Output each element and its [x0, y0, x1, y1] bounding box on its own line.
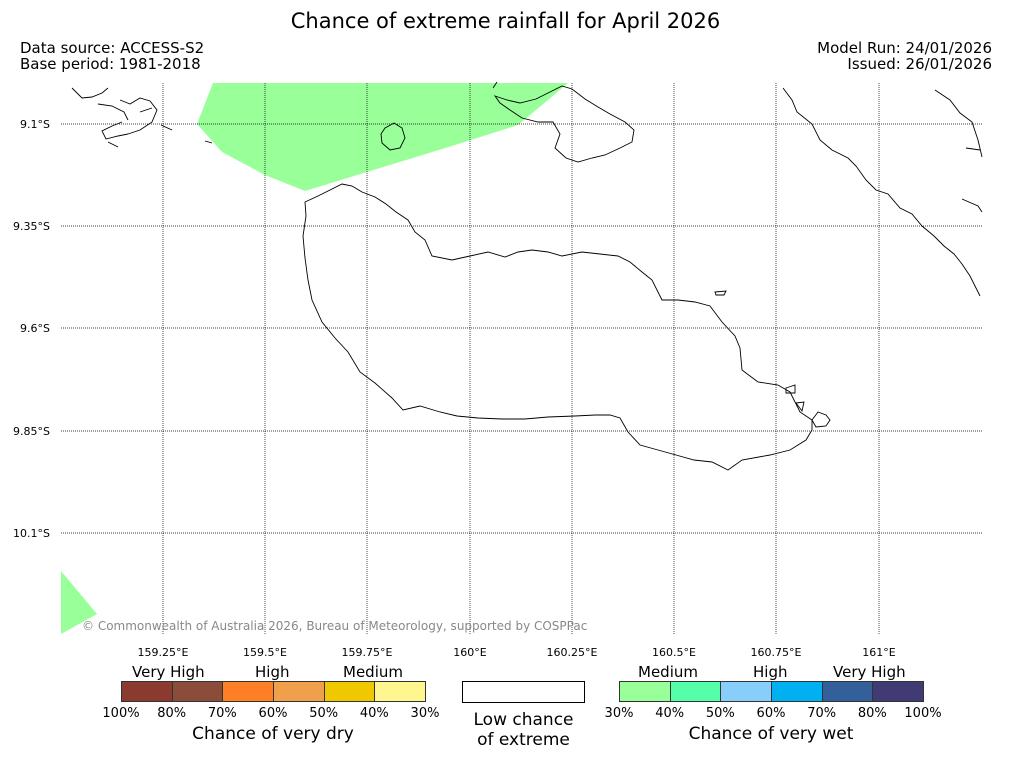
wet-tick-label: 50% — [705, 706, 735, 721]
malaita-coastline — [782, 87, 983, 297]
latitude-label: 9.6°S — [20, 322, 50, 335]
latitude-label: 9.85°S — [13, 425, 50, 438]
dry-color-swatch — [273, 681, 325, 702]
wet-color-swatch — [669, 681, 722, 702]
florida-islands-coastline — [492, 81, 635, 163]
coastlines — [71, 81, 983, 471]
wet-tick-label: 30% — [604, 706, 634, 721]
dry-color-swatch — [171, 681, 224, 702]
dry-tick-label: 80% — [157, 706, 187, 721]
longitude-label: 159.5°E — [243, 646, 287, 659]
wet-color-swatch — [771, 681, 823, 702]
longitude-label: 160°E — [453, 646, 486, 659]
guadalcanal-coastline — [302, 183, 813, 471]
wet-heading-high: High — [753, 663, 788, 681]
base-period: Base period: 1981-2018 — [20, 55, 201, 73]
wet-tick-label: 80% — [857, 706, 887, 721]
wet-medium-area-southwest — [61, 571, 97, 634]
islet-east — [714, 290, 727, 296]
longitude-label: 159.75°E — [342, 646, 393, 659]
longitude-label: 160.75°E — [751, 646, 802, 659]
dry-heading-high: High — [255, 663, 290, 681]
dry-tick-label: 30% — [410, 706, 440, 721]
meta-left: Data source: ACCESS-S2 Base period: 1981… — [20, 40, 204, 72]
dry-tick-label: 40% — [359, 706, 389, 721]
wet-heading-medium: Medium — [638, 663, 698, 681]
latitude-label: 9.35°S — [13, 220, 50, 233]
wet-tick-label: 40% — [655, 706, 685, 721]
dry-color-swatch — [323, 681, 376, 702]
wet-tick-label: 70% — [807, 706, 837, 721]
dry-color-swatch — [121, 681, 173, 702]
dry-color-swatch — [222, 681, 274, 702]
small-island-center — [380, 122, 406, 151]
graticule — [61, 83, 982, 634]
longitude-label: 160.5°E — [652, 646, 696, 659]
longitude-label: 161°E — [862, 646, 895, 659]
wet-tick-label: 60% — [756, 706, 786, 721]
wet-colorbar-title: Chance of very wet — [688, 724, 854, 744]
santa-isabel-west — [71, 87, 213, 148]
dry-tick-label: 60% — [258, 706, 288, 721]
longitude-labels: 159.25°E 159.5°E 159.75°E 160°E 160.25°E 160.… — [138, 646, 896, 659]
wet-color-swatch — [872, 681, 924, 702]
wet-heading-very-high: Very High — [833, 663, 906, 681]
islets-southeast — [785, 384, 831, 428]
dry-tick-label: 100% — [102, 706, 140, 721]
latitude-label: 9.1°S — [20, 118, 50, 131]
latitude-labels: 9.1°S 9.35°S 9.6°S 9.85°S 10.1°S — [13, 118, 50, 540]
wet-color-swatch — [619, 681, 671, 702]
low-chance-line2: of extreme — [477, 730, 570, 750]
wet-tick-label: 100% — [904, 706, 942, 721]
longitude-label: 160.25°E — [547, 646, 598, 659]
wet-medium-area-north — [197, 83, 568, 191]
wet-color-swatch — [821, 681, 874, 702]
low-chance-swatch — [462, 681, 585, 703]
model-run: Model Run: 24/01/2026 — [817, 39, 992, 57]
wet-color-swatch — [720, 681, 772, 702]
low-chance-label: Low chance of extreme — [452, 710, 595, 750]
dry-heading-medium: Medium — [343, 663, 403, 681]
meta-right: Model Run: 24/01/2026 Issued: 26/01/2026 — [817, 40, 992, 72]
dry-heading-very-high: Very High — [132, 663, 205, 681]
issued-date: Issued: 26/01/2026 — [847, 55, 992, 73]
latitude-label: 10.1°S — [13, 527, 50, 540]
longitude-label: 159.25°E — [138, 646, 189, 659]
dry-colorbar-title: Chance of very dry — [192, 724, 354, 744]
dry-tick-label: 70% — [207, 706, 237, 721]
dry-color-swatch — [374, 681, 426, 702]
low-chance-line1: Low chance — [473, 710, 574, 730]
map-svg: 9.1°S9.35°S9.6°S9.85°S10.1°S 159.25°E 159… — [13, 81, 983, 659]
dry-tick-label: 50% — [309, 706, 339, 721]
chart-title: Chance of extreme rainfall for April 202… — [290, 9, 721, 33]
data-source: Data source: ACCESS-S2 — [20, 39, 205, 57]
copyright-notice: © Commonwealth of Australia 2026, Bureau… — [82, 619, 587, 633]
